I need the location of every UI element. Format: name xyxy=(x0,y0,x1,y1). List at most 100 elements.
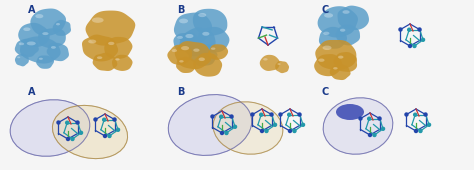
Polygon shape xyxy=(53,20,71,36)
Polygon shape xyxy=(18,23,50,47)
Polygon shape xyxy=(30,8,66,36)
Polygon shape xyxy=(38,28,66,48)
Polygon shape xyxy=(315,40,356,70)
Ellipse shape xyxy=(277,63,281,65)
Circle shape xyxy=(359,117,362,120)
Ellipse shape xyxy=(213,102,283,154)
Circle shape xyxy=(211,115,214,118)
Ellipse shape xyxy=(179,19,188,23)
Circle shape xyxy=(265,130,268,132)
Polygon shape xyxy=(330,64,351,80)
Circle shape xyxy=(103,134,107,138)
Circle shape xyxy=(413,45,416,47)
Circle shape xyxy=(80,131,82,134)
Circle shape xyxy=(230,115,233,118)
Circle shape xyxy=(368,117,371,120)
Ellipse shape xyxy=(199,57,205,61)
Ellipse shape xyxy=(263,58,268,61)
Ellipse shape xyxy=(333,67,337,70)
Circle shape xyxy=(71,138,74,140)
Ellipse shape xyxy=(181,46,189,50)
Ellipse shape xyxy=(202,32,210,36)
Polygon shape xyxy=(275,61,289,73)
Circle shape xyxy=(219,115,223,118)
Text: A: A xyxy=(28,87,36,97)
Polygon shape xyxy=(176,57,196,73)
Circle shape xyxy=(66,138,70,140)
Ellipse shape xyxy=(56,23,60,25)
Polygon shape xyxy=(193,53,222,77)
Ellipse shape xyxy=(193,48,200,52)
Ellipse shape xyxy=(179,60,183,63)
Ellipse shape xyxy=(172,49,177,52)
Ellipse shape xyxy=(17,56,20,58)
Ellipse shape xyxy=(23,27,30,31)
Circle shape xyxy=(421,38,425,41)
Ellipse shape xyxy=(340,29,346,32)
Ellipse shape xyxy=(185,34,193,38)
Polygon shape xyxy=(46,43,69,61)
Ellipse shape xyxy=(211,47,215,50)
Text: C: C xyxy=(322,5,329,15)
Circle shape xyxy=(378,117,381,120)
Circle shape xyxy=(103,118,106,121)
Circle shape xyxy=(251,113,254,116)
Polygon shape xyxy=(197,27,229,53)
Circle shape xyxy=(260,113,263,116)
Polygon shape xyxy=(175,41,211,69)
Ellipse shape xyxy=(318,58,325,62)
Polygon shape xyxy=(82,35,118,62)
Circle shape xyxy=(424,113,427,116)
Ellipse shape xyxy=(177,36,183,39)
Polygon shape xyxy=(318,6,358,38)
Ellipse shape xyxy=(323,32,329,35)
Polygon shape xyxy=(180,28,216,56)
Circle shape xyxy=(405,113,408,116)
Ellipse shape xyxy=(323,98,393,154)
Ellipse shape xyxy=(198,13,206,17)
Circle shape xyxy=(57,121,60,124)
Ellipse shape xyxy=(92,18,104,23)
Ellipse shape xyxy=(53,105,128,159)
Polygon shape xyxy=(333,52,357,72)
Circle shape xyxy=(298,113,301,116)
Circle shape xyxy=(419,130,422,132)
Ellipse shape xyxy=(42,32,48,35)
Polygon shape xyxy=(189,44,218,66)
Ellipse shape xyxy=(342,10,350,14)
Circle shape xyxy=(66,121,69,124)
Ellipse shape xyxy=(51,46,56,49)
Circle shape xyxy=(273,123,276,126)
Polygon shape xyxy=(336,25,360,45)
Polygon shape xyxy=(208,44,228,60)
Text: A: A xyxy=(28,5,36,15)
Polygon shape xyxy=(20,36,61,64)
Text: C: C xyxy=(322,87,329,97)
Polygon shape xyxy=(15,54,29,66)
Circle shape xyxy=(373,133,376,137)
Ellipse shape xyxy=(35,14,44,18)
Ellipse shape xyxy=(27,41,36,45)
Text: B: B xyxy=(177,5,184,15)
Circle shape xyxy=(409,45,411,47)
Circle shape xyxy=(408,28,410,31)
Ellipse shape xyxy=(19,42,24,45)
Ellipse shape xyxy=(338,56,344,59)
Polygon shape xyxy=(260,55,280,71)
Ellipse shape xyxy=(108,42,114,45)
Ellipse shape xyxy=(88,40,96,44)
Polygon shape xyxy=(314,54,342,76)
Polygon shape xyxy=(319,27,347,49)
Polygon shape xyxy=(92,53,118,71)
Circle shape xyxy=(113,118,116,121)
Polygon shape xyxy=(173,33,199,51)
Circle shape xyxy=(301,123,304,126)
Ellipse shape xyxy=(168,95,252,155)
Ellipse shape xyxy=(322,46,331,50)
Text: B: B xyxy=(177,87,184,97)
Polygon shape xyxy=(337,6,369,30)
Polygon shape xyxy=(36,55,54,69)
Circle shape xyxy=(293,130,296,132)
Circle shape xyxy=(220,132,224,134)
Polygon shape xyxy=(15,39,39,57)
